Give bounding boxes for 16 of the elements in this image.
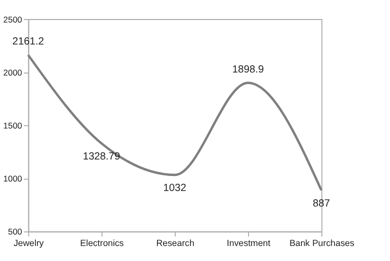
line-series: [27, 54, 323, 192]
x-tick-label: Electronics: [80, 238, 124, 248]
data-label: 887: [312, 198, 330, 210]
y-tick-label: 2000: [3, 67, 22, 78]
y-tick-label: 1000: [3, 174, 22, 184]
data-label: 1032: [163, 182, 187, 194]
data-label: 1328.79: [82, 151, 120, 162]
data-label: 2161.2: [12, 36, 44, 48]
x-tick-label: Research: [156, 238, 194, 248]
y-tick-label: 2500: [3, 14, 22, 24]
data-label: 1898.9: [232, 64, 264, 76]
x-tick-label: Jewelry: [14, 238, 44, 248]
x-tick-label: Bank Purchases: [289, 238, 355, 248]
x-tick-label: Investment: [226, 238, 271, 248]
y-tick-label: 1500: [3, 120, 22, 130]
y-tick-label: 500: [8, 226, 22, 237]
